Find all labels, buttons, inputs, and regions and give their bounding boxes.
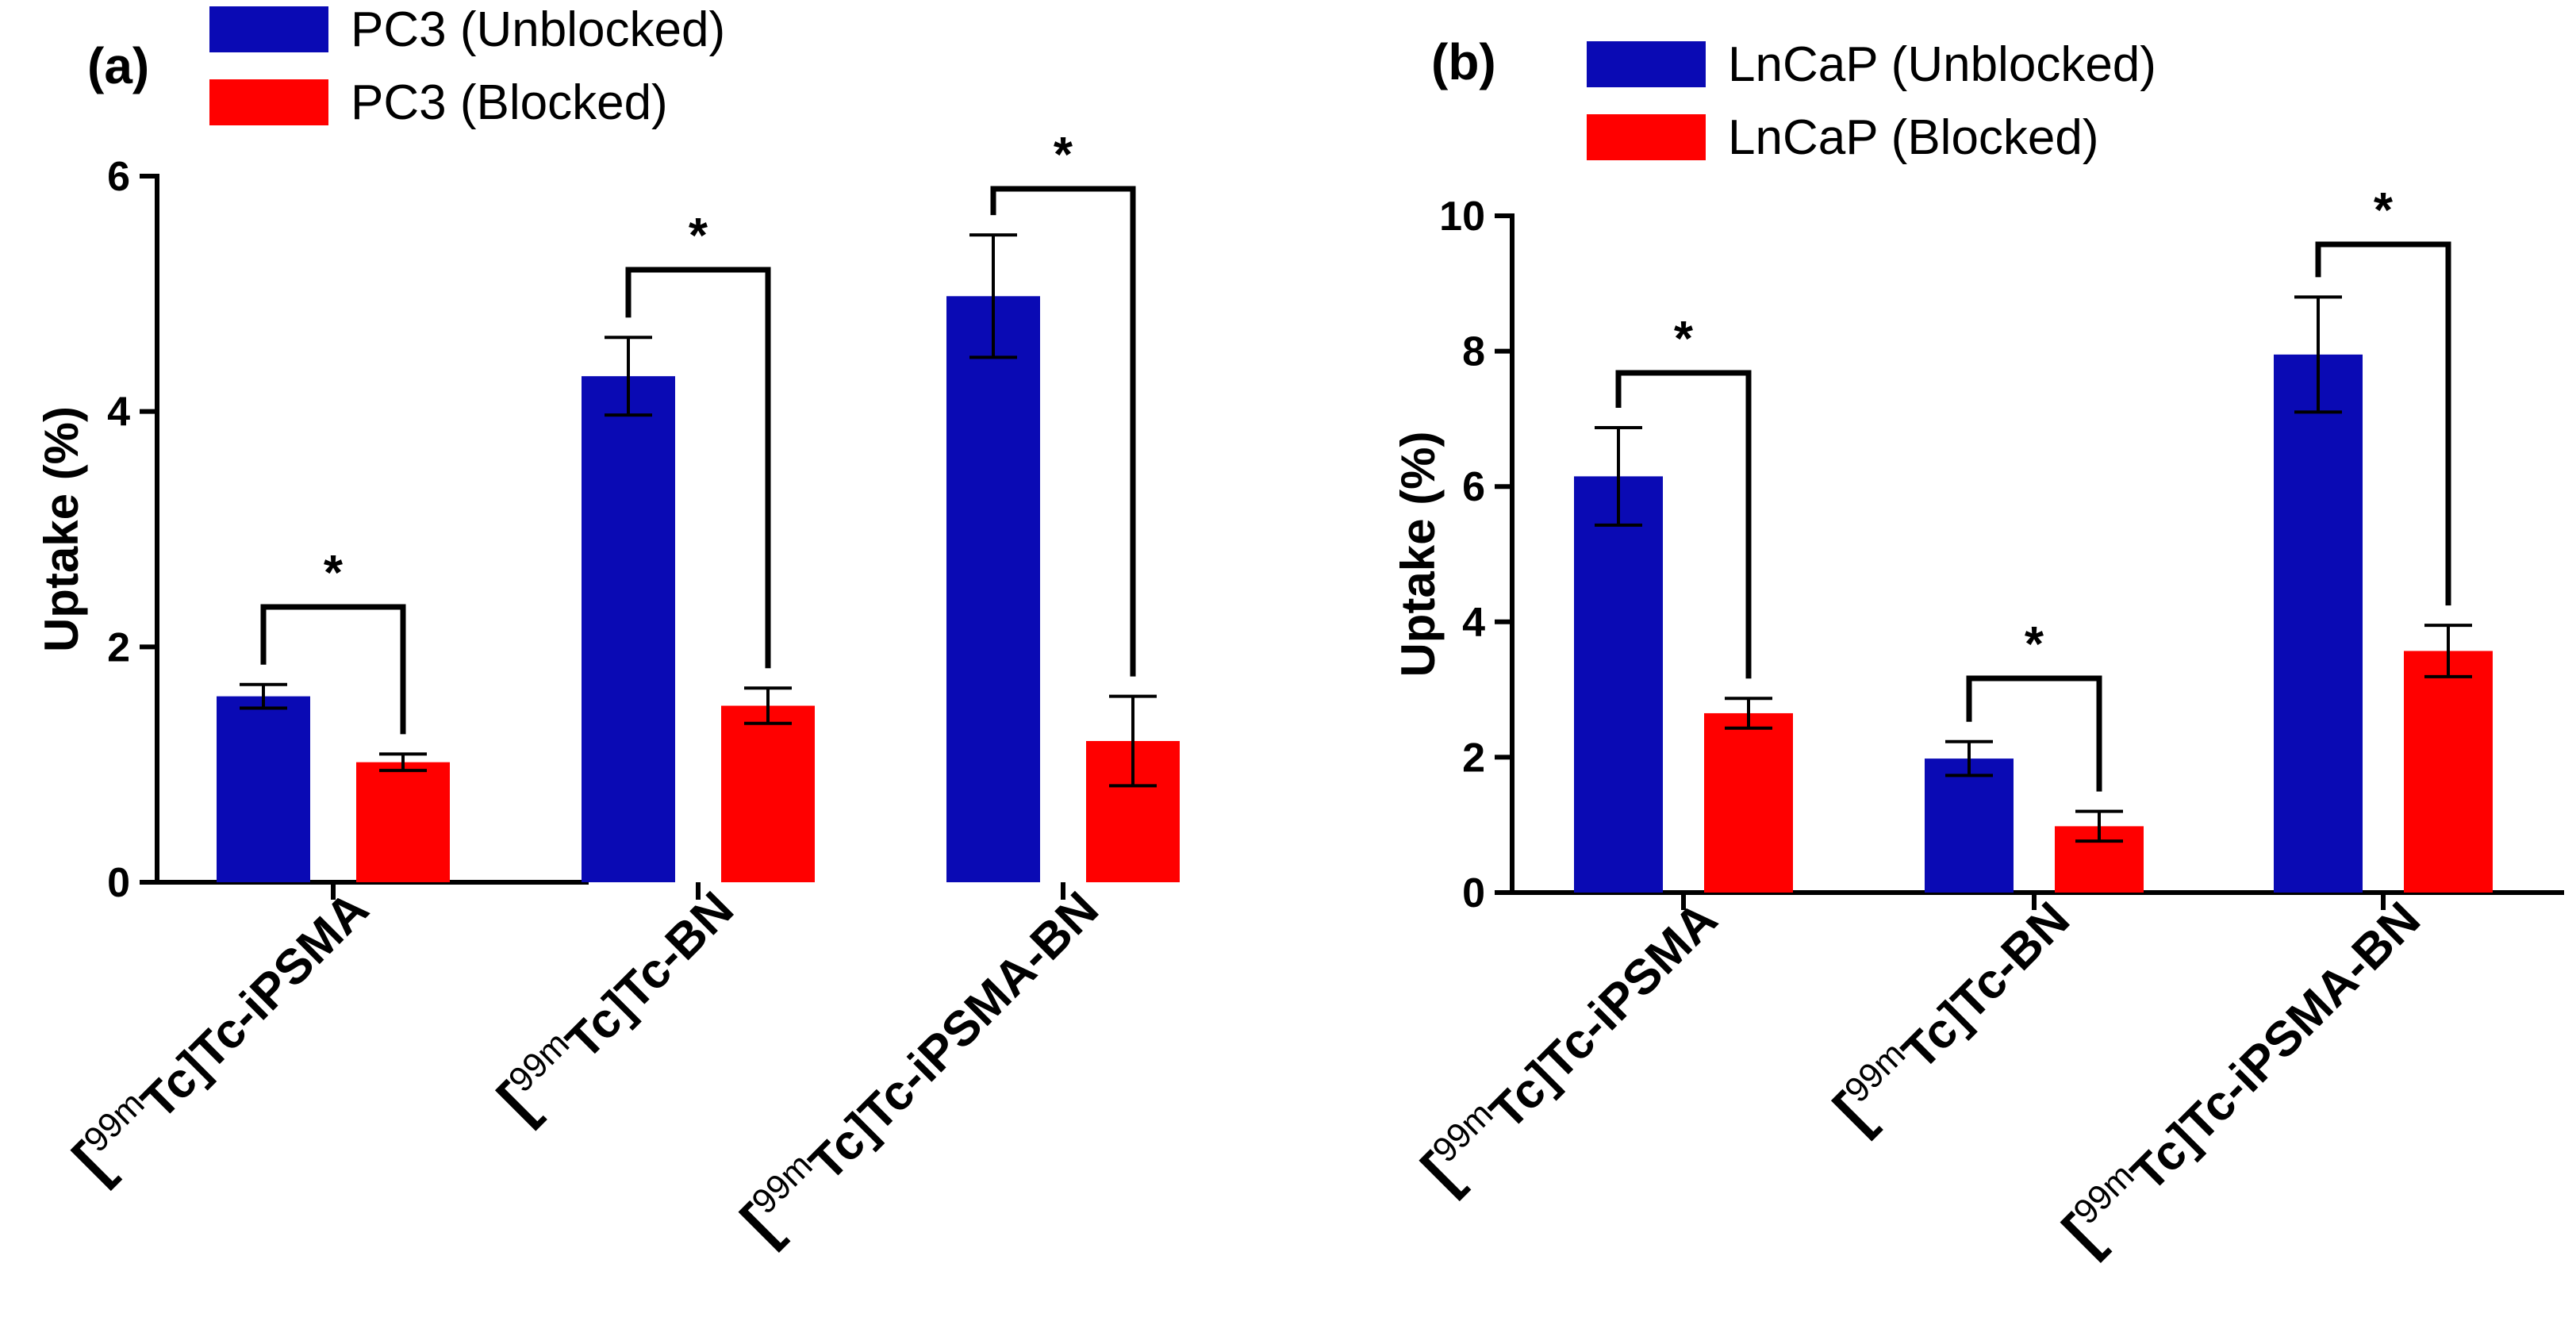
significance-star-1: * xyxy=(689,209,708,263)
y-axis-title: Uptake (%) xyxy=(1392,431,1445,677)
bar-0-0 xyxy=(1574,476,1663,893)
x-tick-label-1: [99mTc]Tc-BN xyxy=(1821,883,2082,1144)
panel-label: (b) xyxy=(1431,33,1496,90)
x-tick-label-text: Tc]Tc-iPSMA-BN xyxy=(2121,892,2431,1202)
significance-star-0: * xyxy=(1674,312,1694,367)
bar-1-2 xyxy=(2404,651,2493,893)
legend-label-1: PC3 (Blocked) xyxy=(351,75,668,130)
x-tick-label-text: Tc]Tc-iPSMA xyxy=(1480,892,1728,1140)
legend-swatch-1 xyxy=(1587,114,1706,160)
legend-label-0: PC3 (Unblocked) xyxy=(351,2,725,57)
y-tick-label-5: 10 xyxy=(1439,194,1485,240)
bar-1-0 xyxy=(356,762,450,882)
bar-1-0 xyxy=(1704,712,1793,893)
significance-bracket-0 xyxy=(260,604,406,735)
y-tick-label-4: 8 xyxy=(1462,329,1485,375)
y-tick-label-3: 6 xyxy=(107,154,130,200)
bar-0-2 xyxy=(946,296,1040,882)
bar-0-1 xyxy=(1925,758,2014,893)
panel-label: (a) xyxy=(87,37,149,94)
y-axis-title: Uptake (%) xyxy=(35,406,88,652)
x-tick-label-text: Tc]Tc-iPSMA-BN xyxy=(799,881,1109,1192)
legend-label-0: LnCaP (Unblocked) xyxy=(1728,37,2156,92)
x-tick-label-2: [99mTc]Tc-iPSMA-BN xyxy=(2049,883,2432,1266)
x-tick-label-text: Tc]Tc-BN xyxy=(556,881,744,1069)
legend-label-1: LnCaP (Blocked) xyxy=(1728,110,2099,165)
x-tick-label-1: [99mTc]Tc-BN xyxy=(485,873,746,1134)
y-tick-label-2: 4 xyxy=(1462,600,1485,646)
y-tick-label-3: 6 xyxy=(1462,464,1485,510)
legend-swatch-1 xyxy=(209,79,328,125)
bar-0-2 xyxy=(2274,354,2363,893)
significance-bracket-2 xyxy=(990,186,1136,677)
x-tick-label-2: [99mTc]Tc-iPSMA-BN xyxy=(727,873,1111,1256)
y-tick-label-1: 2 xyxy=(1462,735,1485,781)
significance-star-1: * xyxy=(2025,617,2044,672)
chart-panel-0: (a) PC3 (Unblocked) PC3 (Blocked) 0 2 4 6 Uptak… xyxy=(35,2,1180,1256)
significance-bracket-1 xyxy=(1966,675,2102,792)
y-tick-label-2: 4 xyxy=(107,390,130,436)
significance-star-0: * xyxy=(324,546,344,601)
y-tick-label-0: 0 xyxy=(1462,870,1485,916)
bar-1-1 xyxy=(721,705,815,882)
y-tick-label-0: 0 xyxy=(107,860,130,906)
legend-swatch-0 xyxy=(209,6,328,52)
legend-swatch-0 xyxy=(1587,41,1706,87)
x-tick-label-text: Tc]Tc-iPSMA xyxy=(131,881,379,1130)
y-tick-label-1: 2 xyxy=(107,624,130,670)
x-tick-label-text: Tc]Tc-BN xyxy=(1892,892,2080,1080)
significance-bracket-0 xyxy=(1615,370,1752,679)
significance-bracket-2 xyxy=(2315,241,2451,606)
significance-star-2: * xyxy=(2374,183,2394,238)
bar-0-1 xyxy=(582,376,675,883)
chart-panel-1: (b) LnCaP (Unblocked) LnCaP (Blocked) 0 2 4 6 8… xyxy=(1392,33,2564,1266)
significance-star-2: * xyxy=(1054,128,1073,182)
significance-bracket-1 xyxy=(625,267,771,669)
x-tick-label-0: [99mTc]Tc-iPSMA xyxy=(60,873,381,1194)
bar-0-0 xyxy=(217,696,310,882)
x-tick-label-0: [99mTc]Tc-iPSMA xyxy=(1408,883,1729,1204)
